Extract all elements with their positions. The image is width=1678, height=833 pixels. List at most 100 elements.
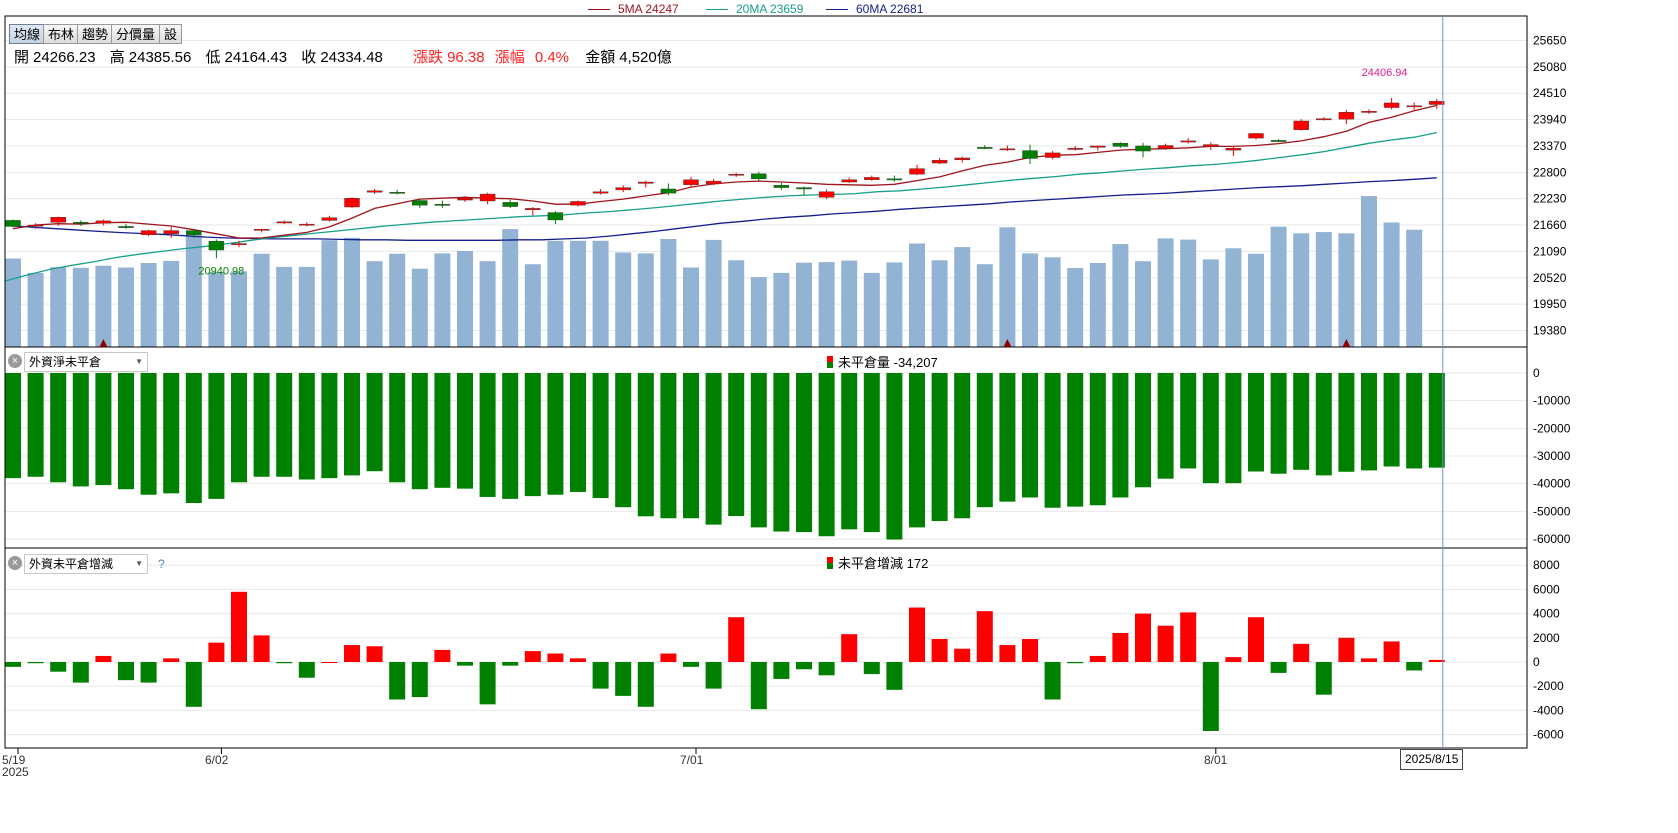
volume-bar <box>1067 268 1084 347</box>
volume-profile-button[interactable]: 分價量 <box>111 24 161 44</box>
candle-body <box>1022 150 1038 159</box>
close-panel3-icon[interactable]: × <box>8 556 22 570</box>
open-value: 24266.23 <box>33 49 96 66</box>
oic-bar <box>1067 662 1084 664</box>
volume-bar <box>502 229 519 347</box>
volume-bar <box>72 267 89 347</box>
oi-bar <box>570 373 586 492</box>
price-tick-label: 24510 <box>1533 86 1567 100</box>
oic-bar <box>479 662 496 705</box>
candle-body <box>909 168 925 175</box>
candle-body <box>389 192 405 194</box>
candle-body <box>615 187 631 191</box>
ma20-legend-line <box>706 9 728 11</box>
candle-body <box>118 226 134 228</box>
candle-body <box>73 222 89 224</box>
oic-bar <box>1248 617 1264 662</box>
panel2-select-value: 外資淨未平倉 <box>29 355 102 369</box>
volume-bar <box>27 272 44 347</box>
oi-bar <box>773 373 790 532</box>
settings-button[interactable]: 設 <box>159 24 183 44</box>
candle-body <box>841 179 857 183</box>
volume-bar <box>524 264 541 347</box>
oic-bar <box>524 651 541 662</box>
candlesticks <box>5 97 1445 259</box>
oi-bar <box>1157 373 1174 479</box>
oic-bar <box>773 662 790 679</box>
ma60-legend-line <box>826 9 848 11</box>
crosshair-date-label: 2025/8/15 <box>1400 749 1464 770</box>
oi-bar <box>796 373 812 533</box>
volume-bar <box>1315 232 1332 347</box>
help-icon[interactable]: ? <box>158 557 165 571</box>
open-label: 開 <box>14 49 30 66</box>
oi-bar <box>1248 373 1264 472</box>
oi-bar <box>95 373 112 486</box>
oi-bar <box>750 373 767 528</box>
candle-body <box>525 208 541 210</box>
legend-swatch-icon <box>827 557 833 569</box>
candle-body <box>1112 142 1129 147</box>
candle-body <box>796 187 812 190</box>
oic-bar <box>95 655 112 662</box>
oic-bar <box>1112 632 1129 662</box>
oic-bar <box>931 639 948 662</box>
volume-bar <box>615 252 632 347</box>
volume-bar <box>434 253 451 347</box>
oic-bar <box>163 658 180 662</box>
panel2-legend: 未平倉量 -34,207 <box>827 352 938 371</box>
volume-bar <box>231 271 247 347</box>
oic-bar <box>615 662 632 696</box>
oi-bar <box>1406 373 1423 469</box>
ma-button[interactable]: 均線 <box>9 24 46 44</box>
oic-bar <box>1383 641 1400 662</box>
volume-bar <box>909 243 925 347</box>
oi-bar <box>479 373 496 497</box>
bollinger-button[interactable]: 布林 <box>43 24 80 44</box>
panel2-indicator-select[interactable]: 外資淨未平倉 ▼ <box>24 352 148 372</box>
oi-bar <box>637 373 654 517</box>
x-label-3: 8/01 <box>1204 753 1228 767</box>
candle-body <box>570 201 586 206</box>
oic-bar <box>570 658 586 662</box>
oi-bar <box>1293 373 1310 470</box>
candle-body <box>683 179 699 186</box>
trend-button[interactable]: 趨勢 <box>77 24 114 44</box>
oic-bar <box>1180 612 1197 662</box>
open-interest-change-bars <box>5 591 1445 731</box>
candle-body <box>1316 118 1332 121</box>
oi-tick-label: -10000 <box>1533 394 1571 408</box>
low-value: 24164.43 <box>224 49 288 66</box>
moving-averages <box>4 104 1437 282</box>
ma20-legend-label: 20MA 23659 <box>736 2 804 16</box>
candle-body <box>705 180 722 185</box>
oi-bar <box>1135 373 1151 488</box>
oi-bar <box>5 373 21 479</box>
volume-bar <box>185 235 202 347</box>
oic-bar <box>1361 658 1377 662</box>
close-panel2-icon[interactable]: × <box>8 354 22 368</box>
panel3-select-value: 外資未平倉增減 <box>29 557 114 571</box>
volume-bar <box>1044 257 1061 347</box>
volume-bar <box>660 239 677 347</box>
panel3-indicator-select[interactable]: 外資未平倉增減 ▼ <box>24 554 148 574</box>
oic-bar <box>999 645 1016 662</box>
oi-tick-label: -50000 <box>1533 504 1571 518</box>
candle-body <box>299 223 315 226</box>
volume-bar <box>931 260 948 347</box>
oi-bar <box>931 373 948 522</box>
oi-bar <box>547 373 564 495</box>
oic-bar <box>366 646 383 662</box>
candle-body <box>1383 102 1400 108</box>
candle-body <box>208 241 225 251</box>
oi-bar <box>344 373 360 476</box>
oic-bar <box>750 662 767 710</box>
close-label: 收 <box>301 49 317 66</box>
oi-bar <box>1428 373 1445 468</box>
candle-body <box>1067 148 1083 150</box>
oi-bar <box>434 373 451 488</box>
price-tick-label: 23940 <box>1533 113 1567 127</box>
oic-bar <box>5 662 21 667</box>
oi-bar <box>999 373 1016 502</box>
oi-bar <box>909 373 925 528</box>
